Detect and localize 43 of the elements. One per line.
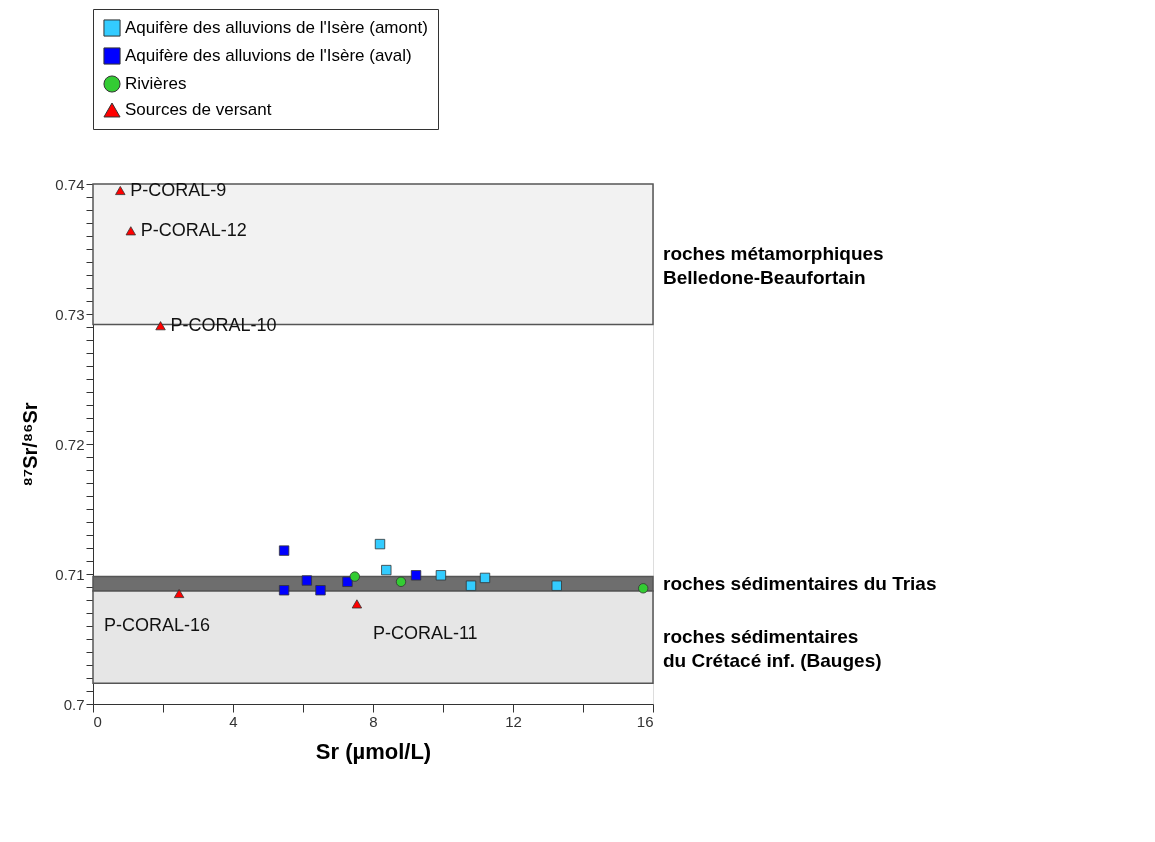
legend-label: Rivières [125,74,187,93]
point [351,599,363,609]
legend-label: Aquifère des alluvions de l'Isère (aval) [125,46,412,65]
x-tick-label: 16 [636,712,654,730]
point [395,576,407,587]
x-axis-title: Sr (µmol/L) [315,738,432,764]
point [551,580,562,591]
y-axis-title: ⁸⁷Sr/⁸⁶Sr [19,402,42,487]
point [278,545,290,556]
point [278,585,290,596]
x-tick-label: 0 [93,712,102,730]
y-tick-label: 0.72 [55,435,85,453]
y-tick-label: 0.73 [55,305,85,323]
point [381,564,392,576]
point [479,572,491,584]
annotation: P-CORAL-16 [104,614,211,635]
y-tick-label: 0.71 [55,565,85,583]
point [638,583,649,594]
x-tick-label: 4 [229,712,238,730]
point [342,576,353,587]
legend-label: Sources de versant [125,100,272,119]
point [435,570,447,581]
point [410,570,422,581]
annotation: P-CORAL-11 [372,622,478,643]
point [115,185,126,196]
point [125,226,136,236]
y-tick-label: 0.74 [55,175,85,193]
band-label: roches sédimentaires du Crétacé inf. (Bauges) [663,626,882,672]
x-tick-label: 8 [369,712,378,730]
x-tick-label: 12 [505,712,522,730]
band-label: roches sédimentaires du Trias [663,572,937,594]
legend-label: Aquifère des alluvions de l'Isère (amont) [125,18,428,37]
point [465,580,477,591]
y-tick-label: 0.7 [63,695,85,713]
annotation: P-CORAL-12 [140,219,247,240]
point [301,575,312,586]
point [173,588,185,599]
point [155,321,166,331]
annotation: P-CORAL-9 [130,179,227,200]
point [349,571,360,582]
point [315,585,326,596]
point [374,538,386,550]
band-label: roches métamorphiques Belledone-Beaufortain [663,243,884,289]
